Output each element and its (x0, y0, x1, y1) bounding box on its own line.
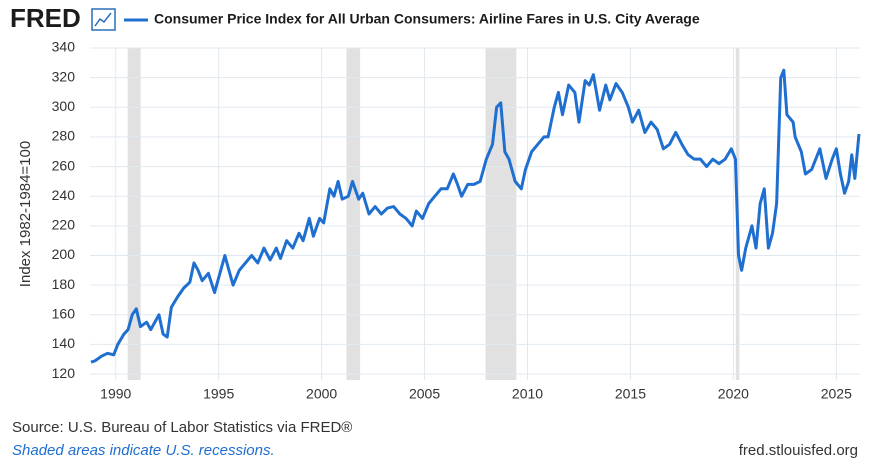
data-line (90, 68, 861, 364)
y-tick-label: 160 (52, 305, 76, 321)
y-tick-label: 140 (52, 335, 76, 351)
y-tick-label: 120 (52, 365, 76, 381)
logo-icon (91, 8, 116, 31)
y-axis-label: Index 1982-1984=100 (17, 141, 34, 287)
y-tick-label: 220 (52, 217, 76, 233)
y-tick-label: 180 (52, 276, 76, 292)
y-tick-label: 300 (52, 98, 76, 114)
x-tick-label: 1990 (100, 386, 131, 402)
source-url: fred.stlouisfed.org (739, 442, 858, 459)
chart-title: Consumer Price Index for All Urban Consu… (154, 11, 700, 27)
x-tick-label: 2005 (409, 386, 440, 402)
recession-note: Shaded areas indicate U.S. recessions. (12, 442, 275, 459)
x-tick-label: 2015 (615, 386, 646, 402)
y-tick-label: 200 (52, 246, 76, 262)
x-tick-label: 1995 (203, 386, 234, 402)
recession-band (485, 48, 517, 380)
x-tick-label: 2025 (821, 386, 852, 402)
x-tick-label: 2020 (718, 386, 749, 402)
y-tick-label: 260 (52, 157, 76, 173)
y-tick-label: 340 (52, 39, 76, 55)
x-tick-label: 2010 (512, 386, 543, 402)
source: Source: U.S. Bureau of Labor Statistics … (12, 419, 352, 436)
y-tick-label: 320 (52, 68, 76, 84)
x-tick-label: 2000 (306, 386, 337, 402)
recession-band (346, 48, 361, 380)
y-tick-label: 240 (52, 187, 76, 203)
logo: FRED (10, 3, 81, 33)
y-tick-label: 280 (52, 128, 76, 144)
recession-band (127, 48, 141, 380)
